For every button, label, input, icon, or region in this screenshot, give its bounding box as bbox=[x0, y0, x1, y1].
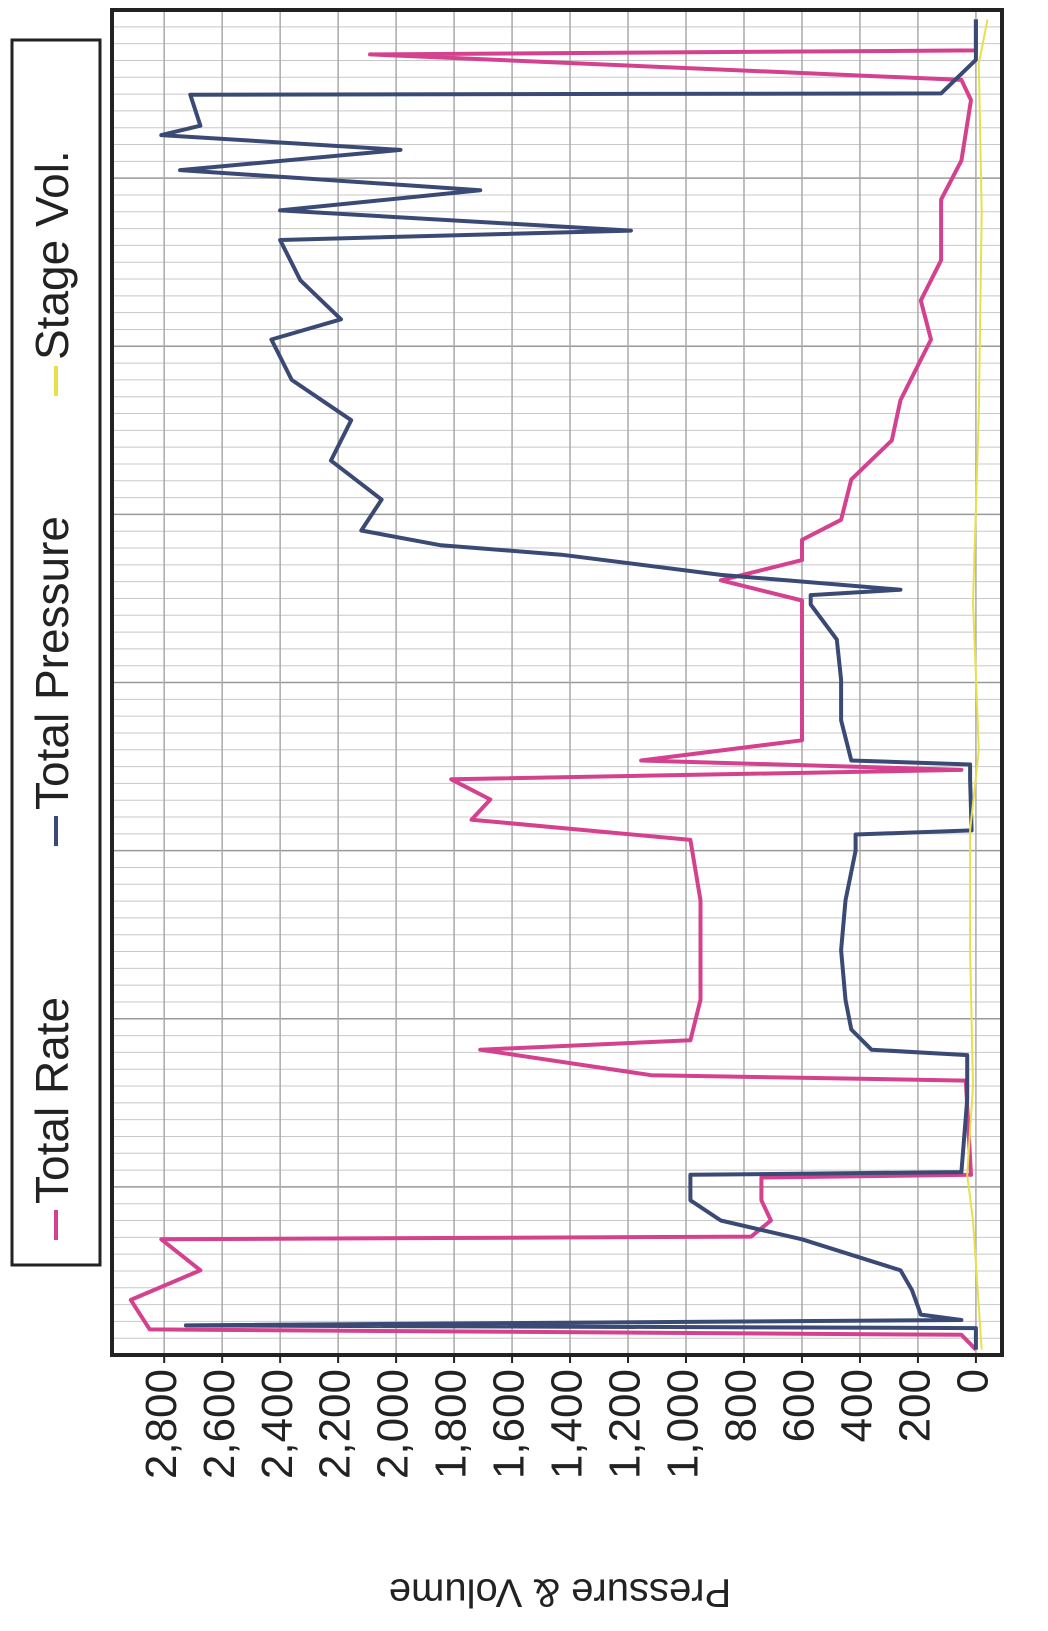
rotated-chart: Pressure & Volume 0 2004006008001,0001,20… bbox=[10, 8, 1004, 1614]
legend-label: Total Pressure bbox=[26, 516, 78, 810]
y-tick-label: 1,800 bbox=[427, 1369, 476, 1479]
y-tick-label: 400 bbox=[833, 1369, 882, 1442]
legend-label: Total Rate bbox=[26, 997, 78, 1204]
series-line bbox=[966, 19, 989, 1350]
plot-frame bbox=[110, 8, 1004, 1357]
y-tick-label: 800 bbox=[717, 1369, 766, 1442]
y-tick-label: 1,400 bbox=[543, 1369, 592, 1479]
series-line bbox=[128, 19, 978, 1351]
y-tick-label: 1,200 bbox=[601, 1369, 650, 1479]
y-tick-label: 2,200 bbox=[311, 1369, 360, 1479]
y-tick-label: 200 bbox=[891, 1369, 940, 1442]
y-tick-label: 600 bbox=[775, 1369, 824, 1442]
series-line bbox=[159, 19, 978, 1350]
y-tick-label: 2,000 bbox=[369, 1369, 418, 1479]
y-tick-label: 1,600 bbox=[485, 1369, 534, 1479]
y-tick-label: 1,000 bbox=[659, 1369, 708, 1479]
y-tick-label: 0 bbox=[949, 1369, 998, 1393]
y-tick-label: 2,400 bbox=[253, 1369, 302, 1479]
legend-box bbox=[10, 38, 102, 1267]
legend-label: Stage Vol. bbox=[26, 150, 78, 360]
y-axis-title: Pressure & Volume bbox=[389, 1570, 731, 1614]
y-tick-label: 2,600 bbox=[195, 1369, 244, 1479]
y-tick-label: 2,800 bbox=[137, 1369, 186, 1479]
